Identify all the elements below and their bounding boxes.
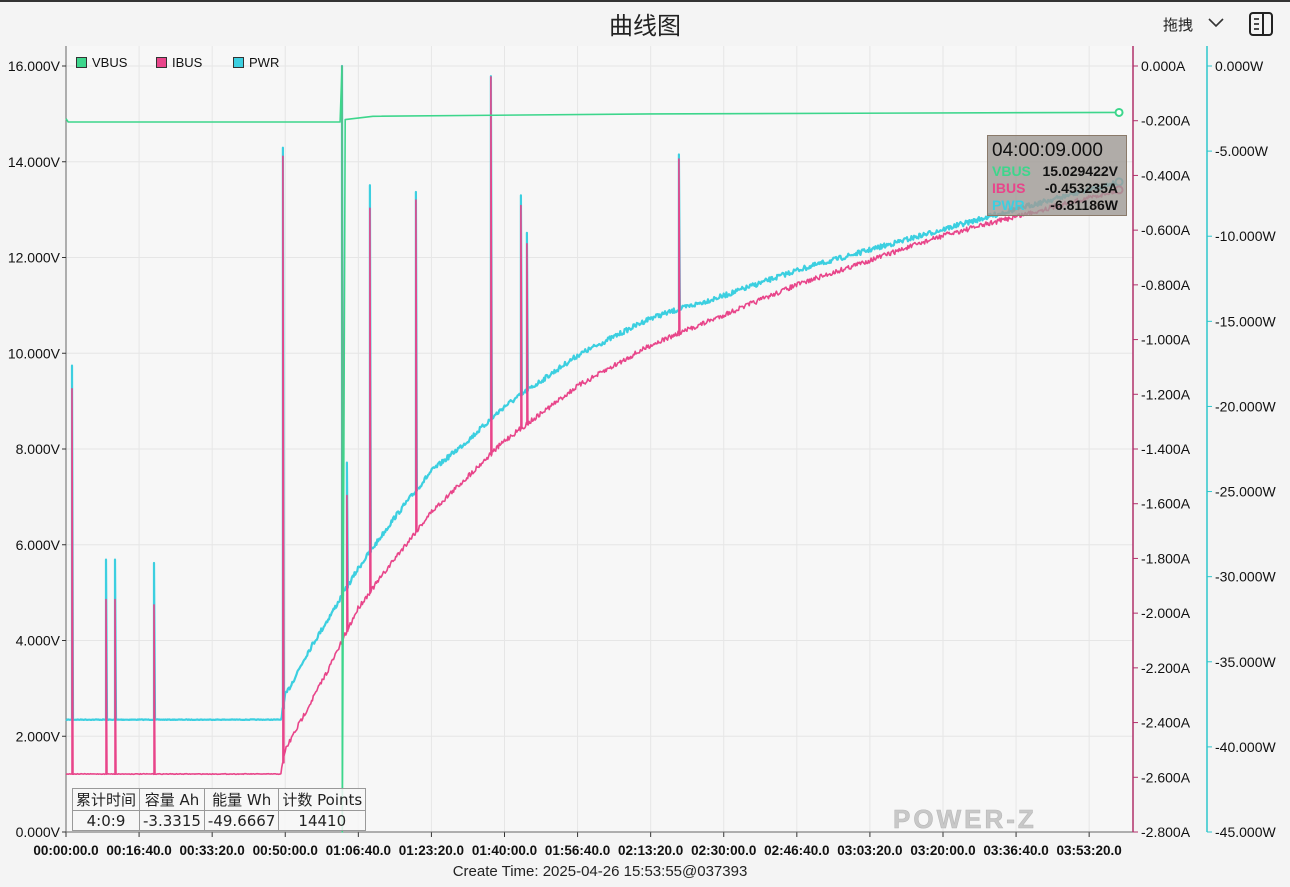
mode-dropdown-label[interactable]: 拖拽	[1163, 16, 1194, 34]
series-end-marker-vbus	[1114, 107, 1124, 117]
ibus-tick-label: -0.400A	[1141, 167, 1191, 183]
ibus-tick-label: -2.400A	[1141, 715, 1191, 731]
x-tick-label: 03:36:40.0	[983, 843, 1048, 858]
stats-header: 计数 Points	[278, 788, 367, 811]
x-tick-label: 02:30:00.0	[691, 843, 756, 858]
vbus-tick-label: 14.000V	[8, 154, 61, 170]
tooltip-label: PWR	[992, 197, 1025, 213]
axes: 00:00:00.0 00:16:40.0 00:33:20.0 00:50:00.0…	[8, 46, 1276, 858]
x-tick-label: 00:33:20.0	[180, 843, 245, 858]
ibus-tick-label: -0.800A	[1141, 277, 1191, 293]
side-panel-icon[interactable]	[1248, 11, 1274, 37]
chevron-down-icon[interactable]	[1206, 12, 1226, 32]
tooltip-row-ibus: IBUS -0.453235A	[992, 180, 1122, 196]
stats-header-row: 累计时间 容量 Ah 能量 Wh 计数 Points	[71, 788, 367, 811]
stats-header: 能量 Wh	[203, 788, 280, 811]
vbus-tick-label: 8.000V	[16, 441, 61, 457]
x-tick-label: 02:46:40.0	[764, 843, 829, 858]
tooltip-label: VBUS	[992, 163, 1031, 179]
legend-swatch	[156, 57, 167, 68]
pwr-tick-label: -15.000W	[1215, 313, 1276, 329]
x-tick-label: 01:56:40.0	[545, 843, 610, 858]
vbus-tick-label: 4.000V	[16, 633, 61, 649]
ibus-tick-label: -0.600A	[1141, 222, 1191, 238]
legend-swatch	[76, 57, 87, 68]
legend-item-pwr[interactable]: PWR	[233, 55, 279, 70]
pwr-tick-label: -10.000W	[1215, 228, 1276, 244]
ibus-tick-label: -2.800A	[1141, 824, 1191, 840]
legend-label: VBUS	[92, 55, 128, 70]
x-tick-label: 00:50:00.0	[253, 843, 318, 858]
series-line-pwr	[65, 64, 1120, 722]
series-line-vbus	[65, 65, 1120, 833]
tooltip-value: 15.029422V	[1042, 163, 1118, 179]
tooltip-row-pwr: PWR -6.81186W	[992, 197, 1122, 213]
pwr-tick-label: -30.000W	[1215, 569, 1276, 585]
vbus-tick-label: 0.000V	[16, 824, 61, 840]
ibus-tick-label: -1.000A	[1141, 332, 1191, 348]
x-tick-label: 03:20:00.0	[910, 843, 975, 858]
vbus-tick-label: 2.000V	[16, 728, 61, 744]
pwr-tick-label: -45.000W	[1215, 824, 1276, 840]
vbus-tick-label: 10.000V	[8, 345, 61, 361]
legend-label: IBUS	[172, 55, 203, 70]
legend-swatch	[233, 57, 244, 68]
pwr-tick-label: -5.000W	[1215, 143, 1269, 159]
x-tick-label: 01:23:20.0	[399, 843, 464, 858]
tooltip-row-vbus: VBUS 15.029422V	[992, 163, 1122, 179]
x-tick-label: 03:03:20.0	[837, 843, 902, 858]
power-z-watermark: POWER-Z	[893, 804, 1037, 835]
x-tick-label: 03:53:20.0	[1056, 843, 1121, 858]
stats-value: -3.3315	[139, 810, 205, 831]
header: 曲线图 拖拽	[0, 2, 1290, 44]
x-tick-label: 00:16:40.0	[106, 843, 171, 858]
ibus-tick-label: -1.800A	[1141, 550, 1191, 566]
plot-area	[66, 46, 1133, 832]
vbus-tick-label: 6.000V	[16, 537, 61, 553]
x-tick-label: 01:40:00.0	[472, 843, 537, 858]
stats-value: -49.6667	[203, 810, 280, 831]
series-lines	[65, 64, 1124, 833]
x-tick-label: 01:06:40.0	[326, 843, 391, 858]
x-tick-label: 00:00:00.0	[33, 843, 98, 858]
pwr-tick-label: -25.000W	[1215, 484, 1276, 500]
x-tick-label: 02:13:20.0	[618, 843, 683, 858]
legend-item-ibus[interactable]: IBUS	[156, 55, 202, 70]
tooltip-time: 04:00:09.000	[992, 140, 1103, 161]
window-top-border	[0, 0, 1290, 2]
stats-header: 容量 Ah	[139, 788, 205, 811]
stats-table: 累计时间 容量 Ah 能量 Wh 计数 Points 4:0:9 -3.3315…	[71, 788, 367, 831]
legend-item-vbus[interactable]: VBUS	[76, 55, 127, 70]
ibus-tick-label: -2.600A	[1141, 769, 1191, 785]
pwr-tick-label: 0.000W	[1215, 58, 1264, 74]
pwr-tick-label: -35.000W	[1215, 654, 1276, 670]
ibus-tick-label: -1.200A	[1141, 386, 1191, 402]
vbus-tick-label: 12.000V	[8, 250, 61, 266]
ibus-tick-label: 0.000A	[1141, 58, 1186, 74]
ibus-tick-label: -2.000A	[1141, 605, 1191, 621]
create-time: Create Time: 2025-04-26 15:53:55@037393	[452, 863, 748, 880]
page-title: 曲线图	[609, 12, 681, 40]
ibus-tick-label: -1.600A	[1141, 496, 1191, 512]
tooltip: 04:00:09.000 VBUS 15.029422V IBUS -0.45323…	[987, 135, 1127, 216]
pwr-tick-label: -40.000W	[1215, 739, 1276, 755]
series-line-ibus	[65, 65, 1120, 776]
vbus-tick-label: 16.000V	[8, 58, 61, 74]
stats-value-row: 4:0:9 -3.3315 -49.6667 14410	[71, 810, 367, 831]
legend-label: PWR	[249, 55, 280, 70]
pwr-tick-label: -20.000W	[1215, 398, 1276, 414]
stats-header: 累计时间	[71, 788, 141, 811]
tooltip-value: -0.453235A	[1044, 180, 1118, 196]
ibus-tick-label: -2.200A	[1141, 660, 1191, 676]
ibus-tick-label: -0.200A	[1141, 113, 1191, 129]
stats-value: 4:0:9	[71, 810, 141, 831]
stats-value: 14410	[278, 810, 367, 831]
ibus-tick-label: -1.400A	[1141, 441, 1191, 457]
tooltip-label: IBUS	[992, 180, 1026, 196]
tooltip-value: -6.81186W	[1050, 197, 1118, 213]
